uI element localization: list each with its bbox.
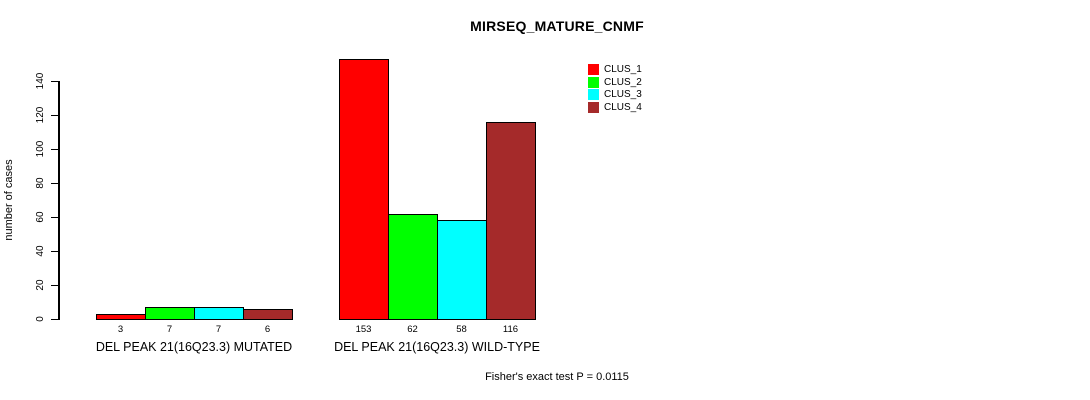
bar-clus_4-group1 bbox=[243, 309, 293, 320]
y-axis-tick bbox=[51, 285, 58, 286]
bar-value-label: 153 bbox=[355, 324, 372, 335]
legend-entry: CLUS_1 bbox=[588, 64, 642, 75]
bar-clus_1-group1 bbox=[96, 314, 146, 320]
bar-clus_2-group2 bbox=[388, 214, 438, 320]
y-axis-tick bbox=[51, 183, 58, 184]
bar-value-label: 116 bbox=[502, 324, 519, 335]
bar-value-label: 62 bbox=[407, 324, 418, 335]
bar-clus_2-group1 bbox=[145, 307, 195, 320]
bar-clus_4-group2 bbox=[486, 122, 536, 320]
legend-label: CLUS_3 bbox=[604, 89, 642, 101]
y-axis-tick-label: 100 bbox=[35, 140, 46, 158]
bar-value-label: 3 bbox=[117, 324, 124, 335]
y-axis-tick-label: 20 bbox=[35, 279, 46, 291]
legend-entry: CLUS_2 bbox=[588, 76, 642, 88]
legend-swatch-clus4 bbox=[588, 102, 599, 114]
bar-clus_3-group2 bbox=[437, 220, 487, 320]
y-axis-tick-label: 140 bbox=[35, 72, 46, 90]
y-axis-tick-label: 40 bbox=[35, 245, 46, 257]
y-axis-label: number of cases bbox=[3, 159, 15, 241]
legend-label: CLUS_2 bbox=[604, 76, 642, 88]
y-axis-tick bbox=[51, 115, 58, 116]
legend-swatch-clus2 bbox=[588, 76, 599, 88]
legend-label: CLUS_1 bbox=[604, 64, 642, 75]
bar-clus_1-group2 bbox=[339, 59, 389, 320]
y-axis-tick-label: 0 bbox=[35, 316, 46, 322]
x-category-label: DEL PEAK 21(16Q23.3) WILD-TYPE bbox=[334, 340, 540, 354]
y-axis-line bbox=[58, 81, 60, 320]
y-axis-tick bbox=[51, 217, 58, 218]
bar-value-label: 6 bbox=[264, 324, 271, 335]
y-axis-tick bbox=[51, 319, 58, 320]
x-category-label: DEL PEAK 21(16Q23.3) MUTATED bbox=[95, 340, 293, 354]
y-axis-tick-label: 120 bbox=[35, 106, 46, 124]
y-axis-tick bbox=[51, 251, 58, 252]
chart-title: MIRSEQ_MATURE_CNMF bbox=[470, 18, 644, 34]
legend-entry: CLUS_3 bbox=[588, 89, 642, 101]
y-axis-tick-label: 80 bbox=[35, 177, 46, 189]
stat-test-footnote: Fisher's exact test P = 0.0115 bbox=[485, 371, 629, 383]
legend-swatch-clus1 bbox=[588, 64, 599, 75]
y-axis-tick bbox=[51, 81, 58, 82]
y-axis-tick-label: 60 bbox=[35, 211, 46, 223]
y-axis-tick bbox=[51, 149, 58, 150]
bar-value-label: 7 bbox=[215, 324, 222, 335]
legend-swatch-clus3 bbox=[588, 89, 599, 101]
bar-value-label: 7 bbox=[166, 324, 173, 335]
bar-value-label: 58 bbox=[456, 324, 467, 335]
legend-entry: CLUS_4 bbox=[588, 102, 642, 114]
legend-label: CLUS_4 bbox=[604, 102, 642, 114]
legend: CLUS_1 CLUS_2 CLUS_3 CLUS_4 bbox=[588, 64, 642, 115]
bar-clus_3-group1 bbox=[194, 307, 244, 320]
